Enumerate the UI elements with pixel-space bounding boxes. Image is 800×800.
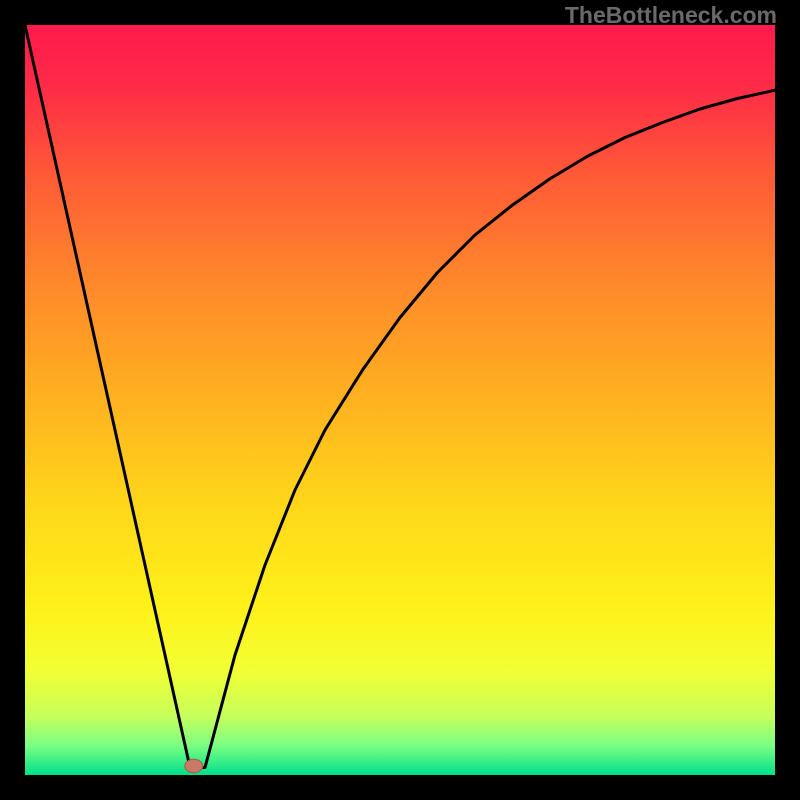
plot-area bbox=[25, 25, 775, 775]
optimum-marker bbox=[185, 759, 203, 773]
watermark-text: TheBottleneck.com bbox=[565, 2, 777, 29]
plot-svg bbox=[25, 25, 775, 775]
chart-frame: TheBottleneck.com bbox=[0, 0, 800, 800]
gradient-rect bbox=[25, 25, 775, 775]
